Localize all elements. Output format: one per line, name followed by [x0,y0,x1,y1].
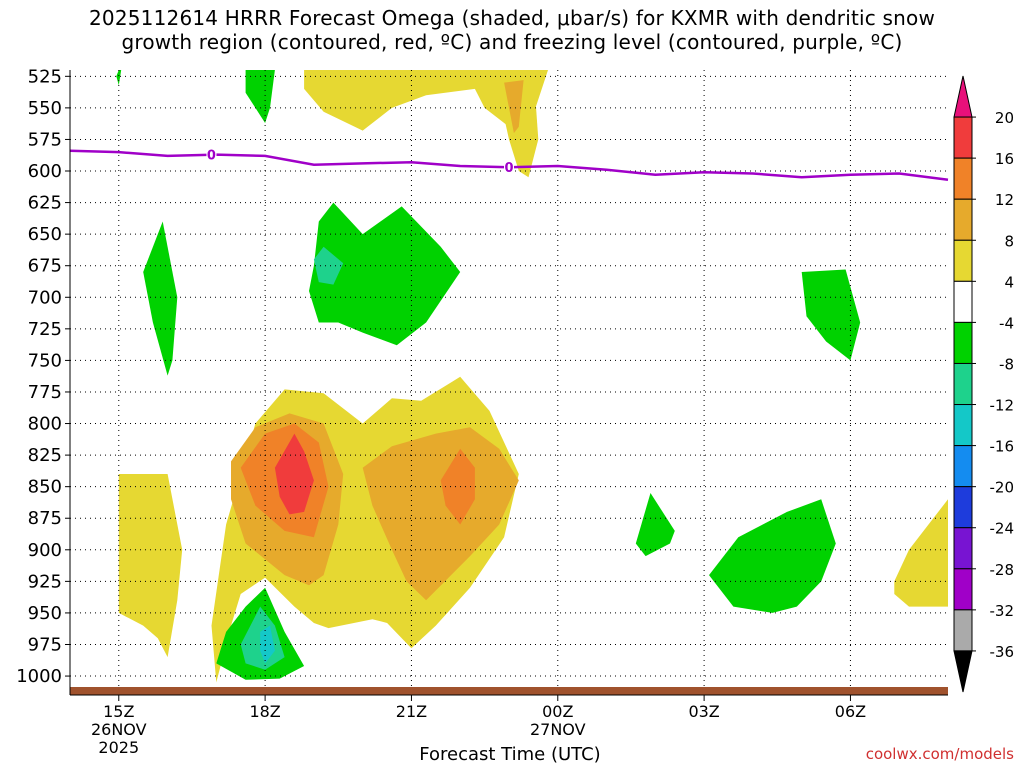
y-tick-label-975: 975 [28,634,62,655]
omega-region-6 [118,474,183,658]
y-tick-label-950: 950 [28,603,62,624]
freezing-level-layer: 00 [69,147,949,182]
y-axis-ticks: 525 550 575 600 625 650 675 700 725 750 775 800 825 8… [16,66,70,687]
omega-region-15 [313,246,344,285]
surface-ground-bar [70,687,948,695]
omega-shading-layer [116,70,948,683]
colorbar-bin-0 [953,75,973,118]
colorbar-label-12: 12 [995,191,1014,209]
x-tick-sublabel-27NOV: 27NOV [530,720,586,739]
y-tick-label-925: 925 [28,571,62,592]
x-tick-sublabel-26NOV: 26NOV [91,720,147,739]
y-tick-label-775: 775 [28,382,62,403]
colorbar-bin-14 [953,650,973,693]
x-tick-label-15Z: 15Z [103,702,134,721]
y-tick-label-900: 900 [28,540,62,561]
y-tick-label-550: 550 [28,98,62,119]
colorbar-label--20: -20 [990,479,1015,497]
colorbar-label--24: -24 [990,520,1015,538]
omega-region-14 [309,202,461,346]
chart-title-line-2: growth region (contoured, red, ºC) and f… [121,30,903,54]
x-tick-label-06Z: 06Z [835,702,866,721]
colorbar-bin-7 [953,362,973,406]
y-tick-label-850: 850 [28,477,62,498]
colorbar-bin-5 [953,280,973,323]
watermark-link[interactable]: coolwx.com/models [865,745,1014,763]
y-tick-label-625: 625 [28,193,62,214]
colorbar-bin-2 [953,157,973,200]
omega-region-11 [245,70,275,123]
omega-region-21 [260,625,275,664]
omega-region-5 [274,433,314,515]
x-tick-label-18Z: 18Z [249,702,280,721]
colorbar-bin-8 [953,404,973,447]
omega-region-18 [709,499,836,613]
grid-layer [70,70,948,695]
colorbar-label-20: 20 [995,109,1014,127]
omega-region-8 [304,70,548,131]
x-tick-label-00Z: 00Z [542,702,573,721]
freezing-level-label-bg-1 [504,160,514,175]
x-tick-label-03Z: 03Z [688,702,719,721]
colorbar-label--36: -36 [990,643,1015,661]
colorbar-bin-10 [953,486,973,529]
y-tick-label-700: 700 [28,287,62,308]
freezing-level-label-bg-0 [206,147,217,162]
colorbar-bin-4 [953,239,973,282]
colorbar-label--32: -32 [990,602,1015,620]
x-tick-label-21Z: 21Z [396,702,427,721]
colorbar-bin-9 [953,445,973,488]
omega-region-7 [894,499,948,607]
y-tick-label-750: 750 [28,350,62,371]
colorbar-label-16: 16 [995,150,1014,168]
y-tick-label-675: 675 [28,256,62,277]
colorbar: 20 16 12 8 4 -4 -8 -12 -16 -20 -24 -28 -32 -36 [953,75,1015,693]
colorbar-label--28: -28 [990,561,1015,579]
colorbar-bin-3 [953,198,973,241]
colorbar-bin-6 [953,321,973,364]
omega-region-13 [143,221,178,376]
omega-region-2 [362,427,519,601]
omega-region-4 [440,448,475,525]
x-axis-label: Forecast Time (UTC) [419,744,601,765]
freezing-level-label-0: 0 [207,149,216,164]
y-tick-label-525: 525 [28,66,62,87]
colorbar-label--4: -4 [999,314,1014,332]
x-tick-sublabel-2025: 2025 [98,738,139,757]
colorbar-label-8: 8 [1004,232,1014,250]
omega-region-17 [635,493,675,557]
colorbar-label-4: 4 [1004,273,1014,291]
y-tick-label-600: 600 [28,161,62,182]
colorbar-label--12: -12 [990,397,1015,415]
chart-title-line-1: 2025112614 HRRR Forecast Omega (shaded, … [88,6,936,30]
colorbar-bin-11 [953,527,973,570]
y-tick-label-875: 875 [28,508,62,529]
y-tick-label-800: 800 [28,414,62,435]
chart-title: 2025112614 HRRR Forecast Omega (shaded, … [0,6,1024,54]
y-tick-label-575: 575 [28,129,62,150]
y-tick-label-650: 650 [28,224,62,245]
colorbar-bin-1 [953,116,973,159]
colorbar-label--8: -8 [999,355,1014,373]
y-tick-label-1000: 1000 [16,666,62,687]
omega-region-16 [801,269,861,361]
y-tick-label-725: 725 [28,319,62,340]
colorbar-bin-13 [953,609,973,652]
colorbar-bin-12 [953,568,973,611]
colorbar-label--16: -16 [990,438,1015,456]
freezing-level-label-1: 0 [504,161,513,176]
omega-region-12 [116,70,122,86]
y-tick-label-825: 825 [28,445,62,466]
omega-region-10 [504,80,524,134]
